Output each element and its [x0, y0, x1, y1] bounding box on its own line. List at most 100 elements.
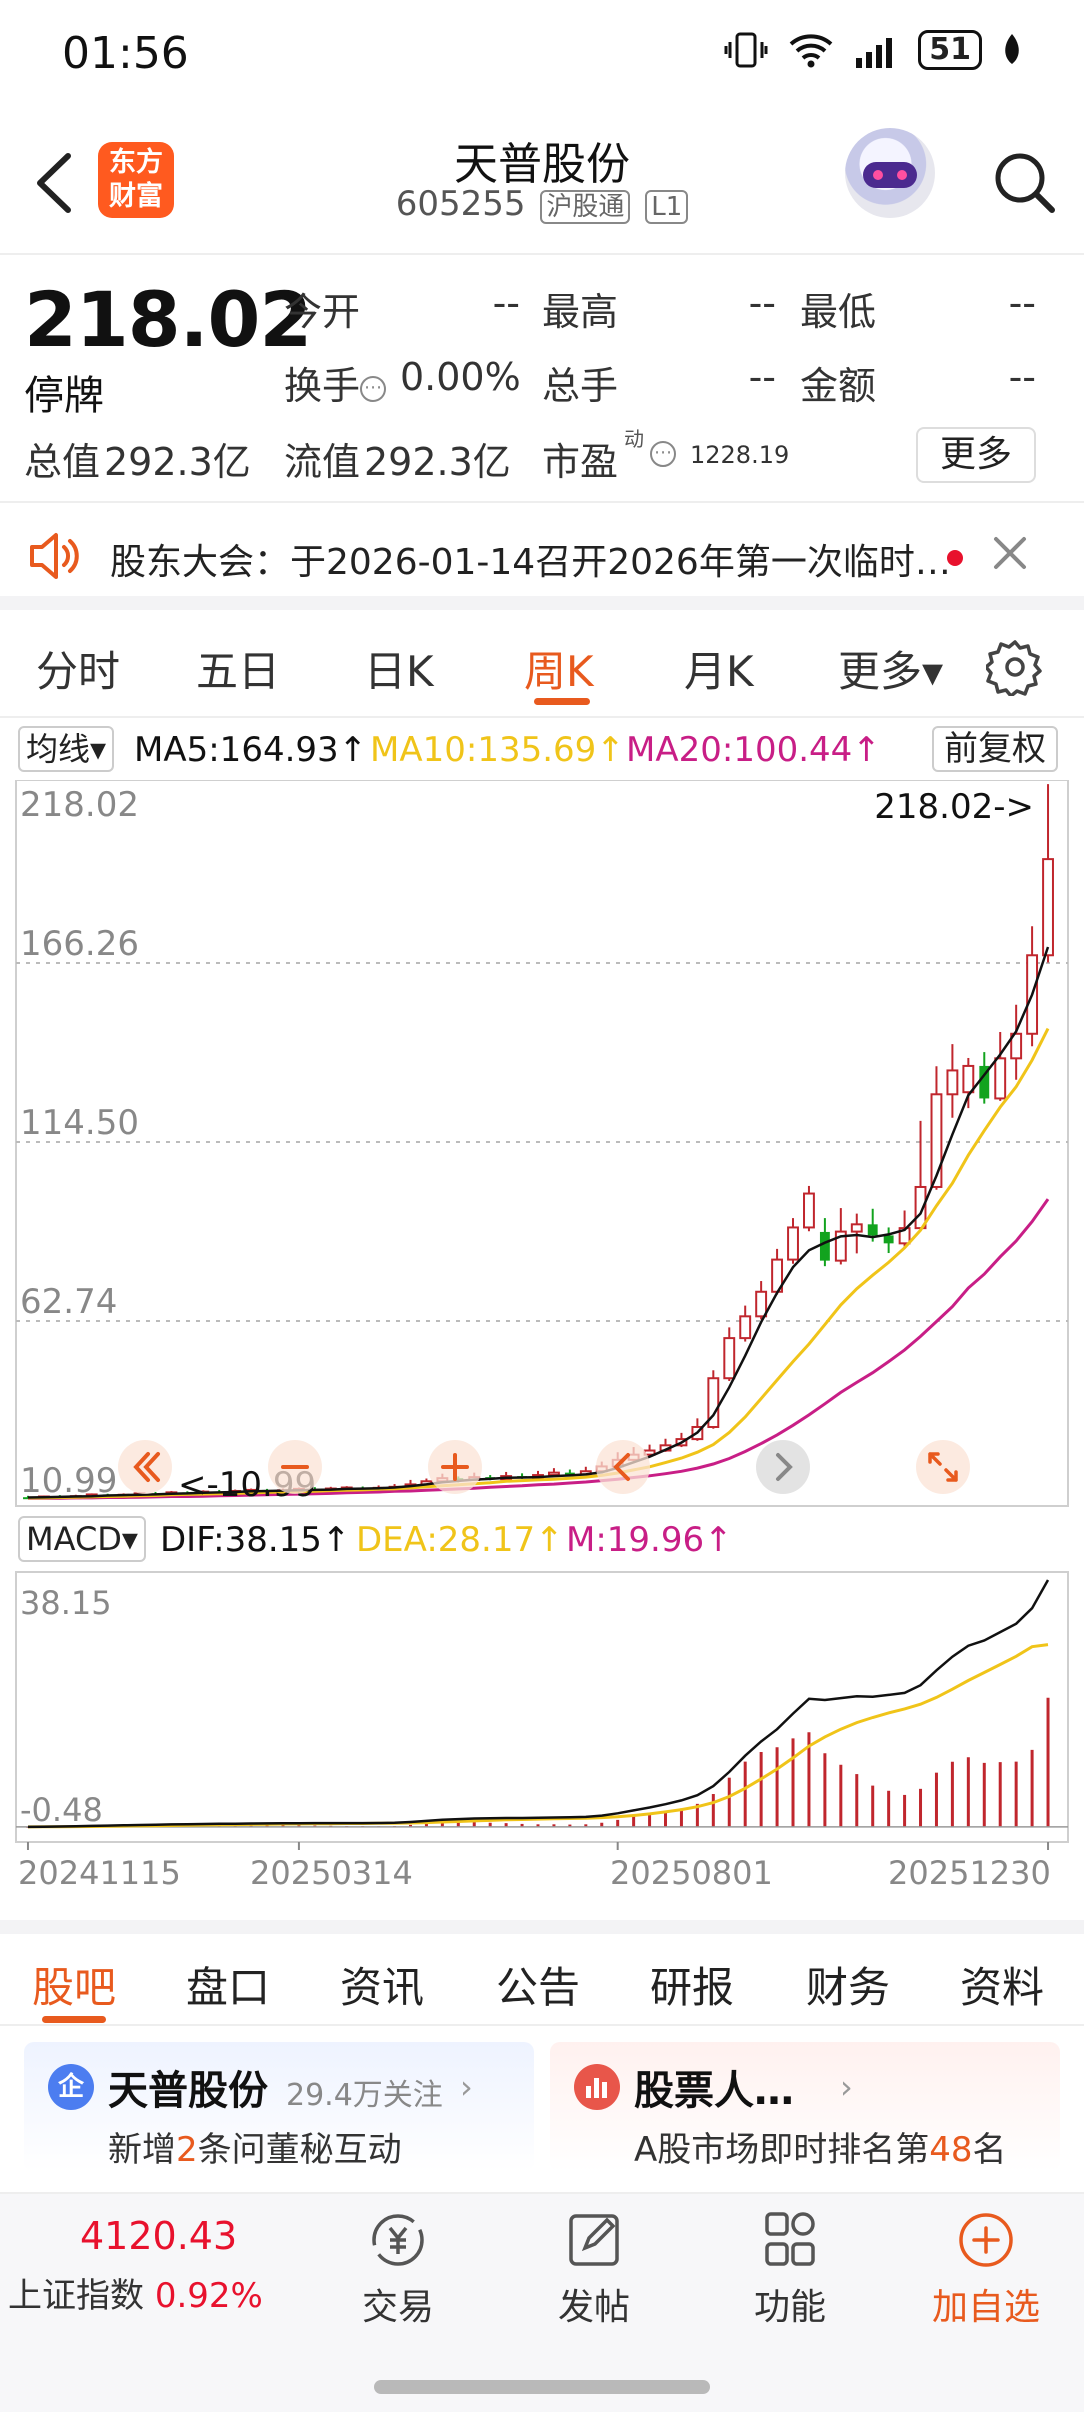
m-label: M:19.96↑	[566, 1520, 733, 1560]
zoom-out-icon[interactable]	[268, 1440, 322, 1494]
high-label: 最高	[542, 290, 619, 334]
eastmoney-logo[interactable]: 东方 财富	[98, 142, 174, 218]
tab-intraday[interactable]: 分时	[36, 647, 121, 696]
nav-post[interactable]: 发帖	[524, 2208, 664, 2330]
kline-chart[interactable]: 218.02 166.26 114.50 62.74 10.99 218.02-> <-10…	[0, 780, 1084, 1508]
follower-count: 29.4万关注	[286, 2078, 443, 2113]
tab-finance[interactable]: 财务	[806, 1963, 891, 2012]
pe-sup: 动	[624, 427, 644, 451]
close-icon[interactable]	[990, 533, 1030, 573]
candle-body	[787, 1226, 799, 1261]
candle-body	[946, 1069, 959, 1096]
gear-icon[interactable]	[986, 638, 1044, 696]
y-tick-label: 38.15	[20, 1584, 112, 1622]
fullscreen-icon[interactable]	[916, 1440, 970, 1494]
company-qa-card[interactable]: 企 天普股份 29.4万关注 › 新增2条问董秘互动	[24, 2042, 534, 2172]
open-value: --	[492, 281, 520, 325]
candle-body	[1010, 1032, 1023, 1060]
indicator-selector[interactable]: 均线▾	[18, 726, 115, 772]
candle-body	[883, 1235, 894, 1244]
period-tabs: 分时 五日 日K 周K 月K 更多▾	[0, 622, 1084, 718]
card-title: 天普股份	[108, 2068, 268, 2114]
kline-svg: 218.02166.26114.5062.7410.99218.02-><-10…	[15, 780, 1069, 1507]
tab-daily-k[interactable]: 日K	[364, 647, 434, 696]
open-label: 今开	[284, 290, 361, 334]
home-indicator[interactable]	[374, 2380, 710, 2394]
step-forward-icon[interactable]	[756, 1440, 810, 1494]
step-back-icon[interactable]	[596, 1440, 650, 1494]
nav-functions[interactable]: 功能	[720, 2208, 860, 2330]
status-icons: 51	[724, 30, 1024, 70]
pe-info-icon[interactable]: ⋯	[650, 441, 676, 467]
candle-body	[707, 1377, 720, 1428]
yuan-cycle-icon	[372, 2214, 424, 2266]
tab-announcements[interactable]: 公告	[496, 1963, 581, 2012]
mktcap-label: 总值	[24, 440, 101, 484]
level-badge: L1	[645, 190, 689, 224]
edit-icon	[569, 2214, 619, 2266]
nav-add-watchlist[interactable]: 加自选	[916, 2208, 1056, 2330]
dea-label: DEA:28.17↑	[356, 1520, 564, 1560]
tab-pankou[interactable]: 盘口	[186, 1963, 271, 2012]
candle-body	[755, 1290, 768, 1318]
stock-name: 天普股份	[454, 139, 630, 190]
dif-label: DIF:38.15↑	[160, 1520, 351, 1560]
candle-body	[1042, 858, 1054, 957]
float-label: 流值	[284, 440, 361, 484]
ma20-line	[28, 1198, 1050, 1500]
ma5-label: MA5:164.93↑	[134, 730, 368, 770]
y-tick-label: 10.99	[20, 1461, 117, 1501]
stock-header: 东方 财富 天普股份 605255 沪股通 L1	[0, 110, 1084, 255]
ma10-line	[28, 1027, 1050, 1500]
tab-five-day[interactable]: 五日	[196, 647, 281, 696]
notice-bar[interactable]: 股东大会：于2026-01-14召开2026年第一次临时…	[0, 505, 1084, 610]
search-icon[interactable]	[990, 142, 1060, 222]
tab-research[interactable]: 研报	[650, 1963, 735, 2012]
chevron-right-icon: ›	[460, 2068, 473, 2106]
float-value: 292.3亿	[364, 440, 511, 484]
zoom-in-icon[interactable]	[428, 1440, 482, 1494]
macd-selector[interactable]: MACD▾	[18, 1516, 146, 1562]
ma-legend: 均线▾ MA5:164.93↑ MA10:135.69↑ MA20:100.44…	[0, 722, 1084, 778]
rewind-icon[interactable]	[118, 1440, 172, 1494]
adjust-selector[interactable]: 前复权	[932, 726, 1058, 772]
ma10-label: MA10:135.69↑	[370, 730, 625, 770]
feature-cards: 企 天普股份 29.4万关注 › 新增2条问董秘互动 股票人… › A股市场即时…	[0, 2026, 1084, 2192]
ranking-chart-icon	[574, 2064, 620, 2110]
robot-avatar[interactable]	[845, 128, 935, 218]
y-tick-label: 62.74	[20, 1282, 117, 1322]
stock-popularity-card[interactable]: 股票人… › A股市场即时排名第48名	[550, 2042, 1060, 2172]
tab-guba[interactable]: 股吧	[32, 1963, 117, 2012]
tab-weekly-k[interactable]: 周K	[524, 647, 594, 696]
add-circle-icon	[959, 2213, 1013, 2267]
tab-news[interactable]: 资讯	[340, 1963, 425, 2012]
amount-label: 金额	[800, 364, 877, 408]
hgt-badge: 沪股通	[540, 190, 631, 224]
candle-body	[930, 1093, 943, 1188]
info-icon[interactable]: ⋯	[360, 375, 387, 402]
back-icon[interactable]	[28, 148, 78, 218]
quote-panel: 218.02 停牌 今开 -- 最高 -- 最低 -- 换手 ⋯ 0.00% 总手…	[0, 255, 1084, 503]
macd-chart[interactable]: 38.15 -0.48 20241115 20250314 20250801 202512…	[0, 1570, 1084, 1920]
nav-trade[interactable]: 交易	[328, 2208, 468, 2330]
candle-body	[803, 1192, 815, 1229]
candle-body	[739, 1315, 752, 1340]
candle-body	[867, 1224, 878, 1236]
high-value: --	[748, 281, 776, 325]
status-time: 01:56	[62, 28, 189, 79]
candle-body	[850, 1223, 863, 1233]
tab-monthly-k[interactable]: 月K	[684, 647, 754, 696]
vibrate-icon	[724, 32, 768, 68]
last-price: 218.02	[24, 275, 312, 364]
active-tab-indicator	[534, 698, 590, 705]
more-button[interactable]: 更多	[916, 427, 1036, 483]
tab-more[interactable]: 更多▾	[838, 647, 944, 696]
enterprise-badge-icon: 企	[48, 2064, 94, 2110]
status-bar: 01:56 51	[0, 0, 1084, 110]
trading-status: 停牌	[24, 373, 104, 419]
candle-body	[23, 1497, 33, 1500]
tab-profile[interactable]: 资料	[960, 1963, 1045, 2012]
x-tick-label: 20250801	[610, 1854, 773, 1892]
bottom-nav: 4120.43 上证指数 0.92% 交易 发帖 功能 加自选	[0, 2192, 1084, 2412]
candle-body	[979, 1065, 990, 1099]
